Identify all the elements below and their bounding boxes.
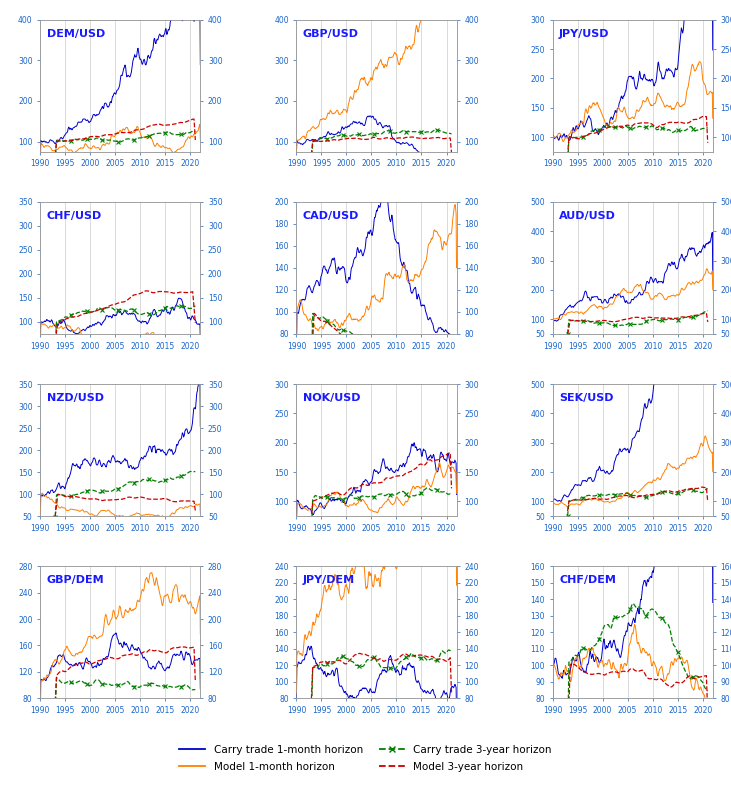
- Text: NZD/USD: NZD/USD: [47, 394, 104, 403]
- Text: JPY/DEM: JPY/DEM: [303, 575, 355, 585]
- Text: AUD/USD: AUD/USD: [559, 211, 616, 221]
- Text: JPY/USD: JPY/USD: [559, 29, 610, 39]
- Text: CAD/USD: CAD/USD: [303, 211, 359, 221]
- Text: DEM/USD: DEM/USD: [47, 29, 105, 39]
- Legend: Carry trade 1-month horizon, Model 1-month horizon, Carry trade 3-year horizon, : Carry trade 1-month horizon, Model 1-mon…: [175, 741, 556, 776]
- Text: CHF/DEM: CHF/DEM: [559, 575, 616, 585]
- Text: SEK/USD: SEK/USD: [559, 394, 613, 403]
- Text: NOK/USD: NOK/USD: [303, 394, 360, 403]
- Text: GBP/DEM: GBP/DEM: [47, 575, 105, 585]
- Text: GBP/USD: GBP/USD: [303, 29, 359, 39]
- Text: CHF/USD: CHF/USD: [47, 211, 102, 221]
